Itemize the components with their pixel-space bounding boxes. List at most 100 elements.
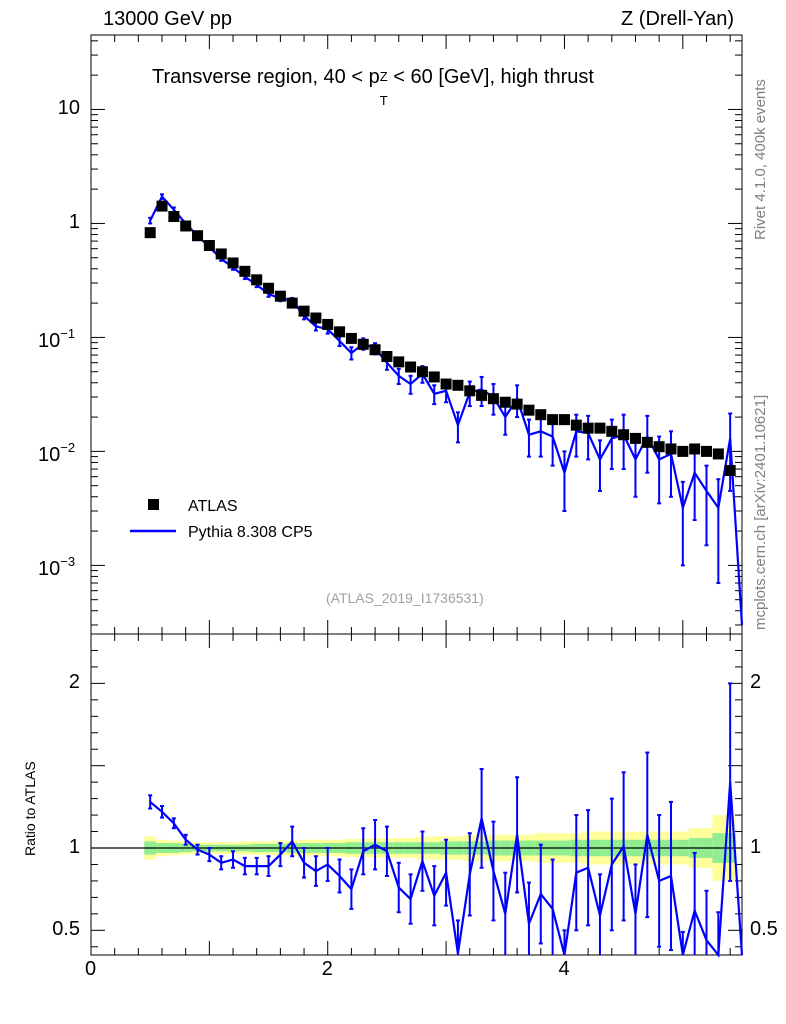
atlas-point <box>547 414 559 426</box>
x-tick-label: 4 <box>558 958 569 981</box>
atlas-point <box>192 230 204 242</box>
atlas-point <box>677 445 689 457</box>
atlas-point <box>724 464 736 476</box>
ratio-y-tick-label-left-text: 2 <box>68 671 80 694</box>
plot-frames <box>90 34 743 956</box>
atlas-point <box>452 379 464 391</box>
atlas-point <box>464 385 476 397</box>
atlas-point <box>156 200 168 212</box>
main-y-tick-label-text: 10 <box>38 558 61 581</box>
atlas-point <box>239 265 251 277</box>
main-y-tick-label-exponent: −1 <box>60 326 76 342</box>
legend-pythia-label: Pythia 8.308 CP5 <box>188 524 313 541</box>
rivet-label: Rivet 4.1.0, 400k events <box>752 79 769 240</box>
atlas-point <box>641 436 653 448</box>
legend-atlas-label: ATLAS <box>188 498 238 515</box>
legend-atlas-marker <box>148 499 159 510</box>
atlas-point <box>582 422 594 434</box>
ratio-y-tick-label-right: 0.5 <box>750 918 778 941</box>
atlas-point <box>487 393 499 405</box>
main-y-tick-label-text: 10 <box>57 97 80 120</box>
atlas-point <box>558 414 570 426</box>
atlas-point <box>700 445 712 457</box>
atlas-point <box>665 443 677 455</box>
main-y-tick-label: 10−1 <box>38 326 75 353</box>
atlas-point <box>712 448 724 460</box>
ratio-y-tick-label-left-text: 0.5 <box>52 918 80 941</box>
plot-title-post: < 60 [GeV], high thrust <box>387 66 594 88</box>
atlas-point <box>523 404 535 416</box>
atlas-point <box>286 297 298 309</box>
ratio-frame <box>90 633 743 956</box>
ratio-y-tick-label-right-text: 2 <box>750 671 762 694</box>
main-panel-marks <box>144 193 744 626</box>
atlas-point <box>689 443 701 455</box>
ratio-y-tick-label-right-text: 0.5 <box>750 918 778 941</box>
atlas-point <box>594 422 606 434</box>
atlas-point <box>322 318 334 330</box>
ratio-y-tick-label-left: 2 <box>0 671 80 694</box>
source-label: mcplots.cern.ch [arXiv:2401.10621] <box>752 394 769 630</box>
atlas-point <box>570 419 582 431</box>
main-y-tick-label: 10 <box>0 97 80 120</box>
atlas-point <box>369 344 381 356</box>
atlas-point <box>227 257 239 269</box>
ratio-y-tick-label-right: 1 <box>750 836 761 859</box>
watermark: (ATLAS_2019_I1736531) <box>326 590 484 606</box>
main-y-tick-label-text: 1 <box>68 211 80 234</box>
x-tick-label-text: 2 <box>321 958 333 980</box>
atlas-point <box>345 332 357 344</box>
main-y-tick-label: 1 <box>0 211 80 234</box>
ratio-y-tick-label-left: 0.5 <box>0 918 80 941</box>
main-y-tick-label: 10−3 <box>38 554 75 581</box>
atlas-point <box>535 409 547 421</box>
atlas-point <box>381 351 393 363</box>
ratio-y-tick-label-left-text: 1 <box>68 836 80 858</box>
atlas-point <box>499 396 511 408</box>
atlas-point <box>215 248 227 260</box>
atlas-point <box>203 240 215 252</box>
legend: ATLAS Pythia 8.308 CP5 <box>130 498 313 541</box>
atlas-point <box>180 220 192 232</box>
atlas-point <box>511 398 523 410</box>
ratio-y-tick-label-right: 2 <box>750 671 761 694</box>
atlas-point <box>653 441 665 453</box>
main-y-tick-label-exponent: −2 <box>60 440 76 456</box>
atlas-point <box>298 305 310 317</box>
atlas-point <box>251 274 263 286</box>
header-right: Z (Drell-Yan) <box>621 8 734 30</box>
atlas-point <box>334 326 346 338</box>
atlas-point <box>310 312 322 324</box>
atlas-point <box>476 389 488 401</box>
atlas-point <box>629 432 641 444</box>
x-tick-label: 0 <box>85 958 96 981</box>
x-tick-label-text: 0 <box>85 958 97 980</box>
main-frame <box>90 34 743 635</box>
atlas-point <box>357 338 369 350</box>
atlas-point <box>263 282 275 294</box>
main-y-tick-label-text: 10 <box>38 444 61 467</box>
atlas-point <box>416 366 428 378</box>
atlas-point <box>393 356 405 368</box>
header-left: 13000 GeV pp <box>103 8 232 30</box>
atlas-point <box>428 371 440 383</box>
atlas-point <box>606 425 618 437</box>
main-y-tick-label-exponent: −3 <box>60 554 76 570</box>
axis-ticks <box>90 35 742 955</box>
main-y-tick-label: 10−2 <box>38 440 75 467</box>
plot-title-sup: Z <box>379 69 388 84</box>
atlas-point <box>440 378 452 390</box>
pythia-line <box>149 194 744 626</box>
plot-title-sub: T <box>379 93 388 108</box>
x-tick-label: 2 <box>322 958 333 981</box>
atlas-point <box>168 211 180 223</box>
atlas-point <box>618 429 630 441</box>
ratio-panel-marks <box>148 682 744 958</box>
ratio-y-tick-label-right-text: 1 <box>750 836 762 858</box>
atlas-point <box>144 227 156 239</box>
atlas-point <box>274 290 286 302</box>
ratio-y-tick-label-left: 1 <box>0 836 80 859</box>
main-y-tick-label-text: 10 <box>38 330 61 353</box>
